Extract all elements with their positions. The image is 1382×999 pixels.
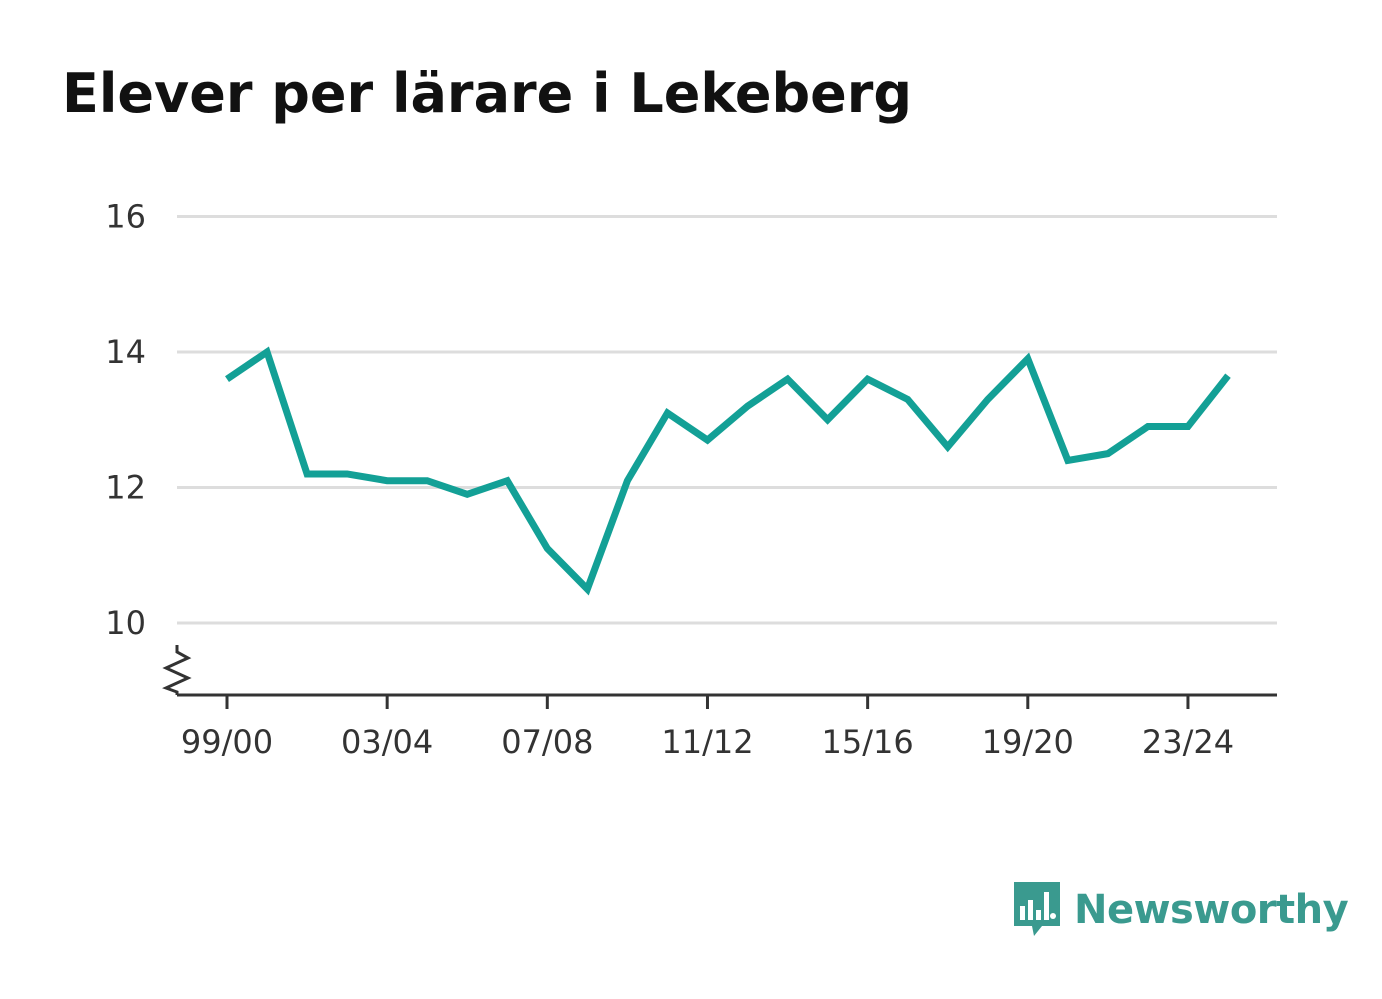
series-line [225, 346, 1231, 596]
x-tick-label: 15/16 [822, 723, 914, 761]
x-tick-label: 23/24 [1142, 723, 1234, 761]
chart-title: Elever per lärare i Lekeberg [62, 62, 913, 125]
y-axis-break-icon [162, 645, 192, 695]
x-axis [162, 645, 1277, 697]
y-tick-label: 14 [105, 333, 146, 371]
series-line-group [225, 346, 1231, 596]
x-tick-label: 19/20 [982, 723, 1074, 761]
x-tick-label: 07/08 [501, 723, 593, 761]
y-tick-label: 12 [105, 469, 146, 507]
x-tick-label: 03/04 [341, 723, 433, 761]
bar-chart-speech-bubble-icon [1014, 882, 1060, 936]
y-tick-label: 10 [105, 604, 146, 642]
grid-lines [177, 215, 1277, 625]
x-axis-tick-labels: 99/00 03/04 07/08 11/12 15/16 19/20 23/24 [181, 695, 1234, 761]
y-tick-label: 16 [105, 198, 146, 236]
newsworthy-logo: Newsworthy [1012, 880, 1349, 940]
y-axis-tick-labels: 10 12 14 16 [105, 198, 146, 643]
brand-name: Newsworthy [1074, 887, 1349, 933]
x-tick-label: 11/12 [661, 723, 753, 761]
x-tick-label: 99/00 [181, 723, 273, 761]
